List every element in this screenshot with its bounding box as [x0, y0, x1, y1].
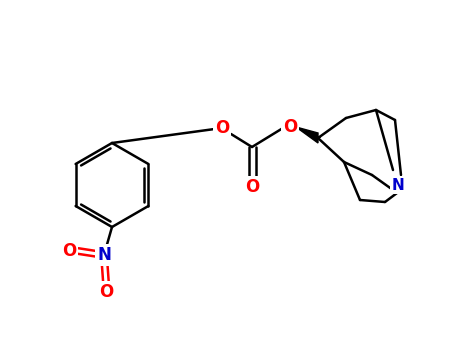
Text: N: N [97, 246, 111, 264]
Text: O: O [99, 283, 113, 301]
Text: O: O [283, 118, 297, 136]
Text: N: N [392, 177, 404, 192]
Text: O: O [245, 178, 259, 196]
Polygon shape [296, 127, 318, 143]
Text: O: O [215, 119, 229, 137]
Text: O: O [62, 242, 76, 260]
